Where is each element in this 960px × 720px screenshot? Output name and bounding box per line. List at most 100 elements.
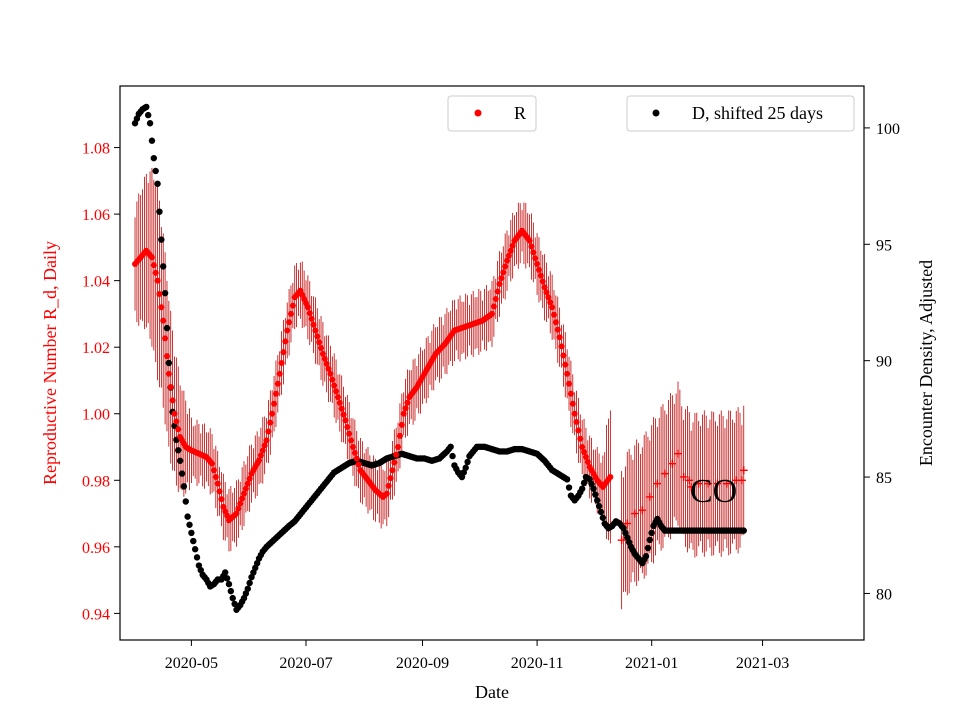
r-point — [336, 399, 343, 406]
x-tick-label: 2020-05 — [165, 655, 218, 672]
r-late-point — [623, 519, 632, 528]
r-point — [287, 310, 294, 317]
r-point — [340, 411, 347, 418]
r-point — [579, 444, 586, 451]
d-point — [193, 554, 201, 561]
r-point — [404, 399, 411, 406]
r-late-point — [679, 472, 688, 481]
d-point — [176, 457, 184, 464]
r-point — [577, 435, 584, 442]
r-point — [547, 299, 554, 306]
r-point — [325, 365, 332, 372]
r-point — [532, 255, 539, 262]
co-annotation: CO — [690, 473, 737, 510]
d-point — [222, 569, 229, 576]
r-point — [584, 458, 591, 465]
r-point — [393, 451, 400, 458]
r-point — [329, 376, 336, 383]
r-point — [535, 266, 542, 273]
r-point — [564, 370, 571, 377]
d-point — [464, 458, 471, 466]
r-point — [498, 275, 505, 282]
d-point — [648, 529, 655, 537]
d-point — [462, 464, 469, 471]
r-point — [575, 427, 582, 434]
d-point — [227, 587, 235, 595]
r-point — [152, 269, 159, 276]
r-point — [304, 304, 311, 311]
d-point — [642, 553, 650, 560]
r-late-point — [630, 509, 639, 518]
d-point — [154, 180, 161, 187]
r-point — [528, 243, 535, 250]
r-point — [551, 311, 557, 318]
r-point — [395, 444, 402, 451]
r-point — [162, 335, 169, 342]
r-point — [216, 488, 223, 495]
r-point — [545, 294, 552, 301]
y-left-tick-label: 1.08 — [82, 141, 110, 158]
y-left-tick-label: 1.02 — [82, 340, 110, 357]
r-point — [259, 447, 266, 454]
r-point — [237, 500, 244, 507]
d-point — [161, 289, 169, 297]
r-point — [344, 424, 351, 431]
r-point — [349, 444, 356, 451]
d-point — [182, 498, 189, 505]
r-point — [267, 419, 274, 426]
r-point — [286, 319, 293, 326]
r-point — [163, 353, 170, 360]
r-point — [209, 460, 216, 467]
r-point — [571, 410, 578, 417]
r-point — [321, 355, 328, 362]
d-point — [190, 537, 197, 545]
d-point — [449, 452, 456, 460]
r-point — [154, 277, 161, 284]
r-point — [348, 437, 355, 444]
r-point — [355, 461, 362, 468]
x-tick-label: 2020-09 — [396, 655, 449, 672]
d-point — [186, 521, 193, 528]
x-axis: 2020-05 2020-07 2020-09 2020-11 2021-01 2021-… — [165, 640, 789, 672]
r-point — [346, 430, 353, 437]
r-point — [607, 473, 614, 480]
r-point — [552, 319, 559, 326]
r-point — [387, 475, 394, 482]
r-late-point — [694, 479, 703, 488]
r-late-point — [645, 492, 654, 501]
y-axis-right: 80 85 90 95 100 — [864, 121, 900, 603]
legend-r-label: R — [514, 103, 526, 123]
d-point — [180, 483, 188, 490]
r-late-point — [737, 476, 746, 485]
r-point — [556, 334, 563, 341]
d-point — [580, 479, 588, 487]
r-point — [537, 272, 544, 279]
d-point — [244, 585, 251, 592]
r-point — [383, 490, 390, 497]
r-point — [235, 505, 242, 512]
d-point — [143, 103, 150, 111]
d-point — [644, 544, 652, 552]
d-point — [150, 154, 158, 162]
r-point — [263, 437, 270, 444]
series-r-late-points — [617, 449, 748, 545]
y-right-tick-label: 95 — [876, 237, 892, 254]
legend-d-marker — [652, 109, 660, 117]
legend-r-marker — [474, 109, 482, 117]
d-point — [447, 443, 454, 450]
y-right-tick-label: 90 — [876, 354, 892, 371]
r-point — [327, 370, 334, 377]
d-point — [178, 470, 186, 477]
y-axis-left: 0.94 0.96 0.98 1.00 1.02 1.04 1.06 1.08 — [82, 141, 120, 623]
d-point — [148, 137, 156, 144]
r-point — [280, 349, 287, 356]
r-point — [569, 400, 576, 407]
r-point — [541, 284, 548, 291]
y-right-tick-label: 85 — [876, 470, 892, 487]
d-point — [225, 580, 233, 588]
r-point — [272, 390, 279, 397]
r-point — [218, 496, 225, 503]
r-point — [289, 302, 296, 309]
d-point — [152, 167, 159, 175]
r-late-point — [638, 506, 647, 515]
